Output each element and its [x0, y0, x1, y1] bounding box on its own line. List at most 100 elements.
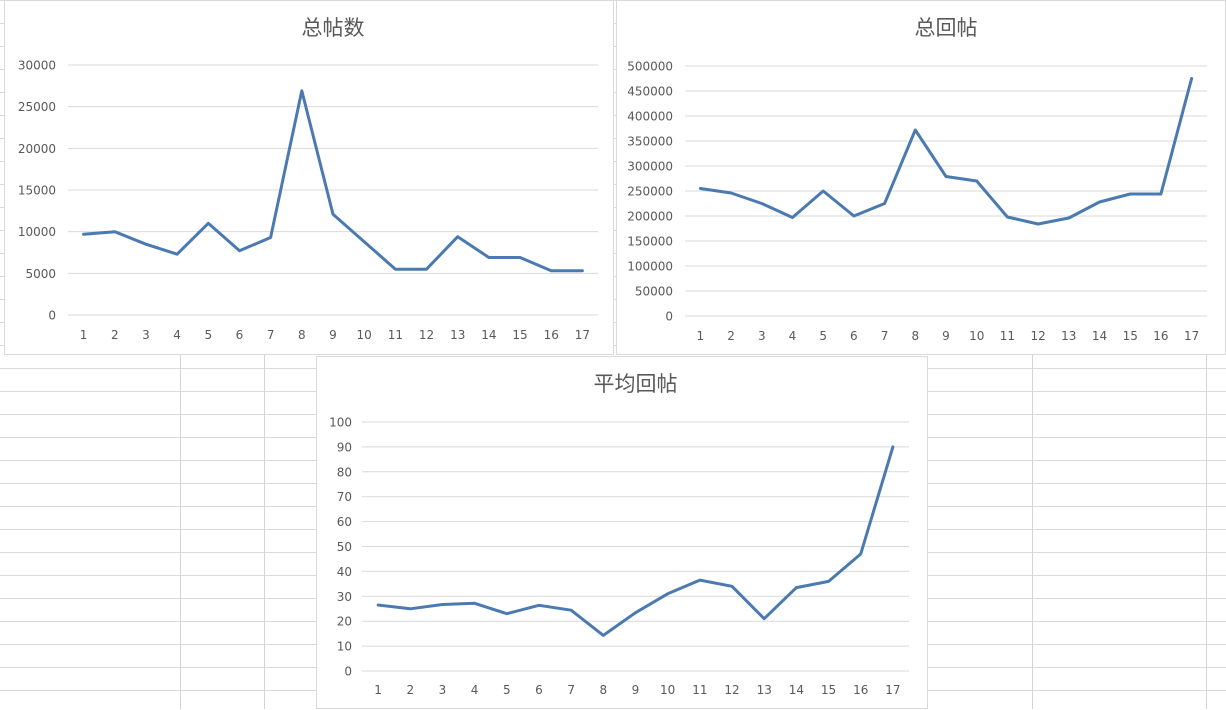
data-point[interactable]: [81, 231, 87, 237]
y-tick-label: 300000: [627, 160, 673, 174]
data-point[interactable]: [112, 229, 118, 235]
data-point[interactable]: [205, 220, 211, 226]
data-point[interactable]: [174, 251, 180, 257]
data-point[interactable]: [851, 213, 857, 219]
data-point[interactable]: [1004, 214, 1010, 220]
x-tick-label: 2: [727, 329, 735, 343]
data-point[interactable]: [504, 611, 510, 617]
x-tick-label: 10: [969, 329, 984, 343]
y-tick-label: 70: [337, 490, 352, 504]
y-tick-label: 30: [337, 590, 352, 604]
x-tick-label: 17: [885, 683, 900, 697]
x-tick-label: 13: [1061, 329, 1076, 343]
y-tick-label: 150000: [627, 235, 673, 249]
y-tick-label: 25000: [18, 100, 56, 114]
data-point[interactable]: [1189, 76, 1195, 82]
data-point[interactable]: [361, 239, 367, 245]
data-point[interactable]: [665, 591, 671, 597]
data-point[interactable]: [536, 602, 542, 608]
y-tick-label: 5000: [25, 267, 56, 281]
x-tick-label: 3: [758, 329, 766, 343]
x-tick-label: 14: [1092, 329, 1107, 343]
x-tick-label: 13: [450, 328, 465, 342]
y-tick-label: 400000: [627, 110, 673, 124]
x-tick-label: 1: [697, 329, 705, 343]
x-tick-label: 7: [881, 329, 889, 343]
data-point[interactable]: [600, 632, 606, 638]
y-tick-label: 50000: [635, 285, 673, 299]
data-point[interactable]: [912, 127, 918, 133]
x-tick-label: 4: [471, 683, 479, 697]
x-tick-label: 11: [388, 328, 403, 342]
chart-title: 总回帖: [915, 16, 978, 40]
x-tick-label: 2: [406, 683, 414, 697]
chart-total-replies[interactable]: 总回帖 0 50000 100000 150000 200000 250000 300000 3…: [616, 0, 1226, 355]
y-tick-label: 0: [665, 310, 673, 324]
y-tick-label: 100000: [627, 260, 673, 274]
y-tick-label: 200000: [627, 210, 673, 224]
data-point[interactable]: [1127, 191, 1133, 197]
data-point[interactable]: [568, 607, 574, 613]
x-tick-label: 4: [789, 329, 797, 343]
y-tick-label: 90: [337, 440, 352, 454]
chart-average-replies[interactable]: 平均回帖 0 10 20 30 40 50 60 70 80 90 100 1 2 3 4 5 6 7 8 9 10 11 1…: [316, 356, 928, 709]
x-tick-label: 7: [567, 683, 575, 697]
data-point[interactable]: [439, 602, 445, 608]
data-point[interactable]: [330, 211, 336, 217]
data-point[interactable]: [1097, 199, 1103, 205]
data-point[interactable]: [486, 255, 492, 261]
data-point[interactable]: [697, 577, 703, 583]
series-line[interactable]: [698, 77, 1194, 226]
data-point[interactable]: [143, 241, 149, 247]
data-point[interactable]: [548, 268, 554, 274]
data-point[interactable]: [236, 248, 242, 254]
data-point[interactable]: [820, 188, 826, 194]
y-tick-label: 250000: [627, 185, 673, 199]
data-point[interactable]: [1158, 191, 1164, 197]
y-tick-label: 500000: [627, 60, 673, 74]
data-point[interactable]: [793, 585, 799, 591]
data-point[interactable]: [1035, 221, 1041, 227]
data-point[interactable]: [974, 178, 980, 184]
x-tick-label: 11: [692, 683, 707, 697]
x-tick-label: 11: [1000, 329, 1015, 343]
data-point[interactable]: [890, 444, 896, 450]
data-point[interactable]: [633, 610, 639, 616]
data-point[interactable]: [729, 583, 735, 589]
data-point[interactable]: [299, 88, 305, 94]
data-point[interactable]: [858, 551, 864, 557]
x-tick-label: 8: [600, 683, 608, 697]
data-point[interactable]: [375, 602, 381, 608]
data-point[interactable]: [424, 266, 430, 272]
data-point[interactable]: [697, 186, 703, 192]
x-tick-label: 8: [298, 328, 306, 342]
data-point[interactable]: [789, 215, 795, 221]
data-point[interactable]: [759, 201, 765, 207]
data-point[interactable]: [472, 600, 478, 606]
data-point[interactable]: [455, 234, 461, 240]
x-tick-label: 6: [535, 683, 543, 697]
data-point[interactable]: [407, 606, 413, 612]
y-tick-label: 30000: [18, 59, 56, 73]
x-tick-label: 3: [142, 328, 150, 342]
data-point[interactable]: [1066, 215, 1072, 221]
x-tick-label: 9: [632, 683, 640, 697]
data-point[interactable]: [392, 266, 398, 272]
x-tick-label: 6: [850, 329, 858, 343]
chart-total-posts[interactable]: 总帖数 0 5000 10000 15000 20000 25000 30000 1 2 3 4 5 6 7…: [4, 0, 614, 355]
data-point[interactable]: [579, 268, 585, 274]
data-point[interactable]: [761, 616, 767, 622]
data-point[interactable]: [268, 235, 274, 241]
series-line[interactable]: [376, 445, 895, 637]
data-point[interactable]: [882, 201, 888, 207]
x-tick-label: 12: [724, 683, 739, 697]
series-line[interactable]: [82, 89, 584, 273]
y-tick-label: 20000: [18, 142, 56, 156]
data-point[interactable]: [517, 255, 523, 261]
data-point[interactable]: [943, 174, 949, 180]
x-tick-label: 7: [267, 328, 275, 342]
data-point[interactable]: [826, 578, 832, 584]
data-point[interactable]: [728, 190, 734, 196]
y-tick-label: 60: [337, 515, 352, 529]
